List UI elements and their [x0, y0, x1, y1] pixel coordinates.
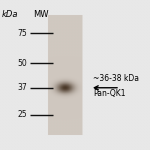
Text: ~36-38 kDa: ~36-38 kDa [93, 74, 139, 83]
Text: 37: 37 [17, 83, 27, 92]
Bar [48, 15, 82, 135]
Text: 75: 75 [17, 28, 27, 38]
Text: kDa: kDa [2, 10, 18, 19]
Text: 50: 50 [17, 58, 27, 68]
Text: Pan-QK1: Pan-QK1 [93, 89, 126, 98]
Text: MW: MW [33, 10, 48, 19]
Text: 25: 25 [17, 110, 27, 119]
